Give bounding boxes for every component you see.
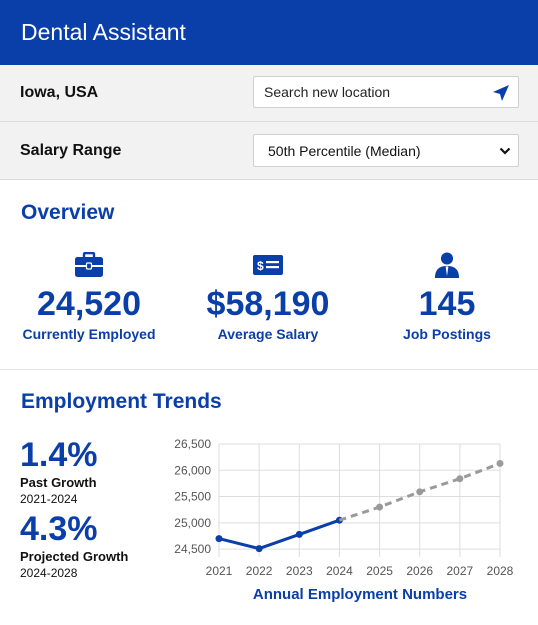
salary-value: $58,190 <box>206 285 330 323</box>
svg-text:$: $ <box>257 259 264 273</box>
past-growth-value: 1.4% <box>20 436 98 474</box>
y-tick-label: 26,000 <box>174 463 211 477</box>
dollar-bill-icon: $ <box>253 255 283 275</box>
employment-chart: 26,500 26,000 25,500 25,000 24,500 2021 2022 20… <box>174 437 514 578</box>
y-tick-label: 24,500 <box>174 542 211 556</box>
historical-series-line <box>218 518 340 551</box>
projected-growth-label: Projected Growth <box>20 549 129 564</box>
y-tick-label: 25,500 <box>174 490 211 504</box>
postings-value: 145 <box>418 285 476 323</box>
projected-growth: 4.3% Projected Growth 2024-2028 <box>20 511 128 580</box>
overview-title: Overview <box>21 201 115 224</box>
app-header: Dental Assistant <box>0 0 538 65</box>
employed-caption: Currently Employed <box>22 326 156 342</box>
current-location: Iowa, USA <box>20 84 99 101</box>
employed-value: 24,520 <box>37 285 141 323</box>
projected-growth-years: 2024-2028 <box>20 566 78 580</box>
stat-salary: $ $58,190 Average Salary <box>193 252 343 342</box>
past-growth-label: Past Growth <box>20 475 97 490</box>
salary-range-label: Salary Range <box>20 142 122 159</box>
historical-point <box>295 530 303 538</box>
y-tick-label: 25,000 <box>174 516 211 530</box>
stat-employed: 24,520 Currently Employed <box>14 252 164 342</box>
historical-point <box>215 535 223 543</box>
salary-range-select[interactable]: 50th Percentile (Median) <box>253 134 519 167</box>
location-search-box <box>253 76 519 108</box>
section-divider <box>0 369 538 370</box>
projected-point <box>416 488 424 496</box>
location-row: Iowa, USA <box>0 65 538 122</box>
person-icon <box>434 252 460 278</box>
x-tick-label: 2024 <box>326 564 353 578</box>
x-tick-label: 2023 <box>286 564 313 578</box>
projected-growth-value: 4.3% <box>20 510 98 548</box>
y-tick-label: 26,500 <box>174 437 211 451</box>
projected-point <box>376 503 384 511</box>
x-tick-label: 2021 <box>206 564 233 578</box>
x-tick-label: 2028 <box>487 564 514 578</box>
past-growth-years: 2021-2024 <box>20 492 78 506</box>
location-search-input[interactable] <box>254 77 484 107</box>
chart-title: Annual Employment Numbers <box>252 586 468 603</box>
past-growth: 1.4% Past Growth 2021-2024 <box>20 437 98 506</box>
x-tick-label: 2027 <box>447 564 474 578</box>
projected-point <box>456 475 464 483</box>
trends-title: Employment Trends <box>21 390 222 413</box>
x-tick-label: 2022 <box>246 564 273 578</box>
salary-range-selected: 50th Percentile (Median) <box>268 143 421 159</box>
briefcase-icon <box>75 252 103 277</box>
historical-point <box>255 545 263 553</box>
postings-caption: Job Postings <box>403 326 491 342</box>
salary-range-row: Salary Range 50th Percentile (Median) <box>0 122 538 180</box>
stat-postings: 145 Job Postings <box>372 252 522 342</box>
chevron-down-icon <box>499 147 511 155</box>
projected-point <box>496 459 504 467</box>
salary-caption: Average Salary <box>217 326 319 342</box>
x-tick-label: 2026 <box>406 564 433 578</box>
x-tick-label: 2025 <box>366 564 393 578</box>
location-arrow-icon[interactable] <box>491 83 511 103</box>
page-title: Dental Assistant <box>21 19 186 45</box>
